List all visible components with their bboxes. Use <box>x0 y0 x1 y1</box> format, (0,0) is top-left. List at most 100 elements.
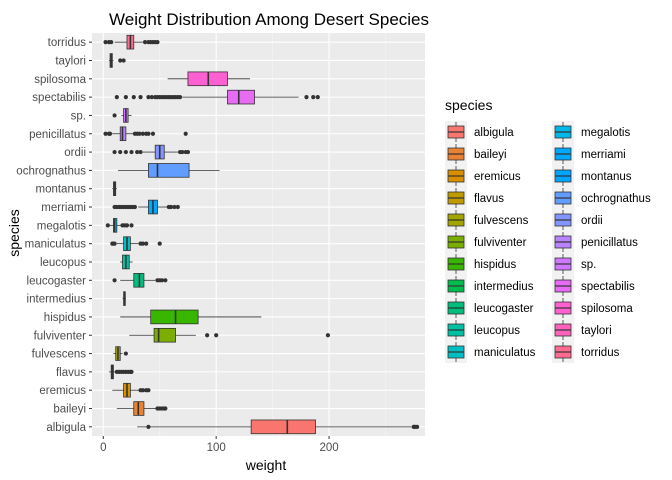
legend: albigula baileyi eremicus flavus fulvescens f… <box>445 121 651 363</box>
legend-label: sp. <box>581 259 596 271</box>
box-spilosoma <box>167 71 251 87</box>
box-ordii <box>112 144 191 160</box>
box-iqr <box>150 309 199 325</box>
outlier-point <box>149 95 154 100</box>
box-merriami <box>112 199 180 215</box>
box-albigula <box>137 419 420 435</box>
legend-label: torridus <box>581 347 620 359</box>
y-tick-label: taylori <box>55 55 86 67</box>
legend-label: eremicus <box>474 171 521 183</box>
outlier-point <box>205 333 210 338</box>
outlier-point <box>414 424 420 429</box>
y-tick-label: eremicus <box>39 385 86 397</box>
legend-title: species <box>445 97 492 113</box>
legend-label: montanus <box>581 171 632 183</box>
y-tick-label: maniculatus <box>25 239 87 251</box>
outlier-point <box>159 278 165 283</box>
y-tick-label: torridus <box>48 37 87 49</box>
y-tick-label: megalotis <box>37 220 86 232</box>
outlier-point <box>155 40 160 45</box>
boxes <box>103 34 420 435</box>
y-tick-label: spilosoma <box>34 74 86 86</box>
outlier-point <box>325 333 331 338</box>
outlier-point <box>157 241 162 246</box>
legend-label: merriami <box>581 149 626 161</box>
x-tick-label: 200 <box>319 442 338 454</box>
y-tick-labels: albigula baileyi eremicus flavus fulvescens f… <box>16 37 92 434</box>
legend-item-sp: sp. <box>552 253 596 275</box>
box-montanus <box>112 181 117 196</box>
plot-panel <box>92 33 425 436</box>
outlier-point <box>123 95 128 100</box>
y-tick-label: montanus <box>35 184 86 196</box>
legend-label: spectabilis <box>581 281 635 293</box>
x-tick-labels: 0 100 200 <box>100 436 339 454</box>
outlier-point <box>142 40 148 45</box>
legend-item-montanus: montanus <box>552 165 632 187</box>
legend-label: intermedius <box>474 281 534 293</box>
outlier-point <box>123 351 128 356</box>
legend-label: maniculatus <box>474 347 536 359</box>
outlier-point <box>146 131 151 136</box>
outlier-point <box>185 149 191 155</box>
legend-item-taylori: taylori <box>552 319 612 341</box>
y-tick-label: fulvescens <box>32 349 87 361</box>
outlier-point <box>144 241 149 246</box>
legend-item-ochrognathus: ochrognathus <box>552 187 651 209</box>
outlier-point <box>118 149 123 155</box>
outlier-point <box>146 388 151 393</box>
legend-item-albigula: albigula <box>445 121 514 143</box>
y-tick-label: flavus <box>56 367 86 379</box>
outlier-point <box>103 131 108 136</box>
legend-label: albigula <box>474 127 514 139</box>
legend-label: flavus <box>474 193 504 205</box>
x-tick-label: 100 <box>207 442 226 454</box>
legend-item-flavus: flavus <box>445 187 504 209</box>
legend-item-fulvescens: fulvescens <box>445 209 529 231</box>
legend-label: taylori <box>581 325 612 337</box>
outlier-point <box>163 406 168 411</box>
legend-item-penicillatus: penicillatus <box>552 231 638 253</box>
box-flavus <box>108 364 134 380</box>
legend-item-spilosoma: spilosoma <box>552 297 633 319</box>
y-tick-label: baileyi <box>53 404 86 416</box>
box-iqr <box>227 89 255 105</box>
box-iqr <box>148 163 190 178</box>
y-tick-label: ochrognathus <box>16 165 86 177</box>
outlier-point <box>112 278 117 283</box>
box-spectabilis <box>114 89 320 105</box>
legend-item-spectabilis: spectabilis <box>552 275 635 297</box>
y-tick-label: penicillatus <box>29 129 86 141</box>
box-sp <box>112 108 132 123</box>
legend-item-leucogaster: leucogaster <box>445 297 534 319</box>
outlier-point <box>140 388 145 393</box>
outlier-point <box>109 40 114 45</box>
outlier-point <box>112 149 117 155</box>
legend-label: leucopus <box>474 325 520 337</box>
box-eremicus <box>112 382 151 398</box>
outlier-point <box>214 333 219 338</box>
outlier-point <box>138 149 143 155</box>
box-megalotis <box>105 218 134 233</box>
box-iqr <box>153 327 176 343</box>
outlier-point <box>123 149 128 155</box>
outlier-point <box>311 95 316 100</box>
legend-label: ordii <box>581 215 603 227</box>
legend-item-baileyi: baileyi <box>445 143 507 165</box>
outlier-point <box>146 95 151 100</box>
outlier-point <box>135 149 140 155</box>
box-hispidus <box>120 309 262 325</box>
outlier-point <box>315 95 320 100</box>
outlier-point <box>132 204 137 210</box>
legend-item-hispidus: hispidus <box>445 253 516 275</box>
outlier-point <box>172 204 177 210</box>
outlier-point <box>150 131 156 136</box>
y-tick-label: fulviventer <box>34 330 87 342</box>
box-leucogaster <box>112 273 168 288</box>
y-tick-label: ordii <box>64 147 86 159</box>
y-tick-label: sp. <box>71 110 86 122</box>
y-tick-label: merriami <box>41 202 86 214</box>
legend-label: fulviventer <box>474 237 527 249</box>
x-tick-label: 0 <box>100 442 106 454</box>
